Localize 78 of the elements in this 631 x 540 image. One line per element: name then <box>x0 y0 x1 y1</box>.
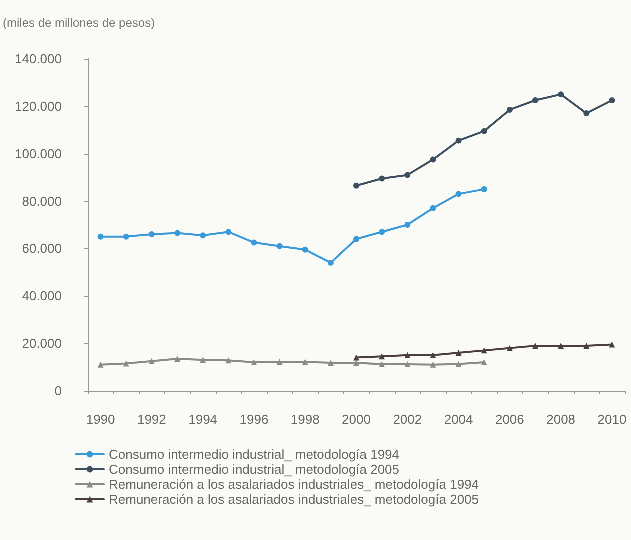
point <box>174 230 180 236</box>
x-tick-label: 2008 <box>546 412 576 427</box>
point <box>481 186 488 192</box>
y-tick-label: 120.000 <box>15 98 62 114</box>
point <box>430 352 436 358</box>
x-tick-label: 1998 <box>290 412 320 427</box>
point <box>174 356 180 362</box>
legend-label: Consumo intermedio industrial_ metodología 1994 <box>109 447 400 462</box>
point <box>354 236 360 242</box>
x-tick-label: 2006 <box>495 412 524 427</box>
legend-label: Consumo intermedio industrial_ metodología 2005 <box>109 462 400 477</box>
point <box>276 359 283 366</box>
point <box>506 106 513 113</box>
x-tick-label: 1996 <box>240 412 269 427</box>
y-axis-title: (miles de millones de pesos) <box>3 16 156 30</box>
x-tick-label: 2010 <box>598 412 627 427</box>
point <box>456 138 462 144</box>
point <box>148 358 155 364</box>
point <box>404 361 411 368</box>
x-tick-label: 1994 <box>188 412 218 427</box>
point <box>302 359 308 366</box>
point <box>404 222 411 228</box>
point <box>226 358 232 364</box>
point <box>558 342 564 349</box>
point <box>354 360 360 366</box>
point <box>456 191 462 198</box>
y-tick-label: 140.000 <box>15 52 62 66</box>
point <box>379 176 386 182</box>
y-tick-label: 80.000 <box>22 194 62 209</box>
point <box>123 360 130 367</box>
point <box>328 360 334 366</box>
y-tick-label: 40.000 <box>22 288 62 304</box>
point <box>379 354 386 360</box>
x-tick-label: 1992 <box>137 412 166 427</box>
point <box>430 205 436 212</box>
point <box>251 360 258 366</box>
point <box>123 234 130 240</box>
point <box>302 246 308 253</box>
point <box>532 98 538 104</box>
point <box>532 342 538 349</box>
point <box>430 156 436 163</box>
point <box>481 360 488 366</box>
point <box>276 243 283 250</box>
x-tick-label: 1990 <box>86 412 116 427</box>
x-tick-label: 2004 <box>444 412 474 427</box>
point <box>328 260 334 266</box>
point <box>404 352 411 358</box>
point <box>98 362 104 368</box>
point <box>98 234 104 240</box>
legend-label: Remuneración a los asalariados industriales_ metodología 2005 <box>109 492 480 507</box>
point <box>200 357 206 364</box>
point <box>354 354 360 361</box>
point <box>558 92 564 98</box>
point <box>506 345 513 352</box>
point <box>609 98 616 104</box>
x-tick-label: 2002 <box>393 412 422 427</box>
point <box>481 348 488 354</box>
point <box>456 350 462 356</box>
point <box>609 342 616 348</box>
y-tick-label: 60.000 <box>22 241 62 256</box>
point <box>379 229 386 236</box>
point <box>430 362 436 368</box>
point <box>584 342 590 349</box>
point <box>251 240 258 246</box>
x-tick-label: 2000 <box>342 412 371 427</box>
point <box>456 361 462 368</box>
point <box>379 361 386 368</box>
point <box>404 172 411 178</box>
point <box>200 232 206 239</box>
point <box>148 231 155 238</box>
point <box>584 110 590 117</box>
y-tick-label: 100.000 <box>15 146 62 162</box>
point <box>354 182 360 189</box>
point <box>481 128 488 134</box>
y-tick-label: 0 <box>54 384 62 398</box>
legend-label: Remuneración a los asalariados industriales_ metodología 1994 <box>109 477 480 492</box>
y-tick-label: 20.000 <box>22 336 62 352</box>
point <box>226 229 232 236</box>
